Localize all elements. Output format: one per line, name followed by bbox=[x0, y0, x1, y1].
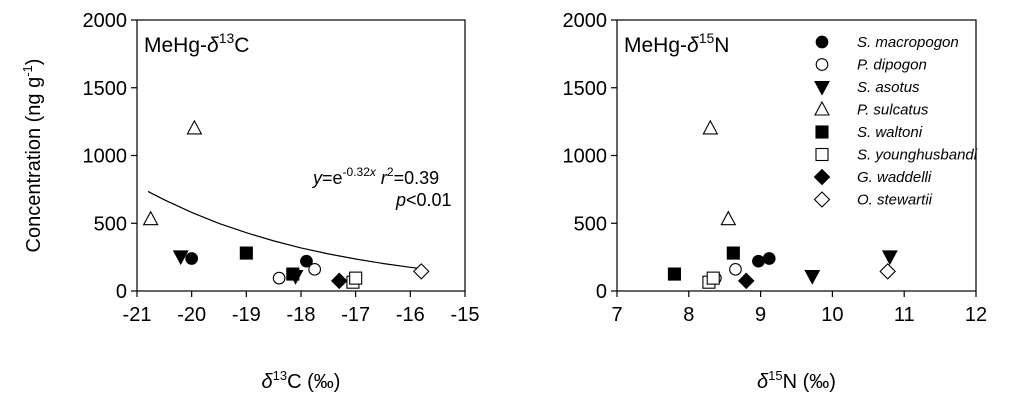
x-tick-label: 11 bbox=[894, 304, 915, 326]
data-point-triangle-up-open bbox=[142, 210, 159, 226]
legend-label: O. stewartii bbox=[857, 192, 933, 209]
legend-label: S. macropogon bbox=[857, 34, 959, 51]
x-tick-label: -16 bbox=[396, 304, 425, 326]
legend: S. macropogon P. dipogon S. asotus P. sulca… bbox=[813, 34, 978, 209]
data-point-circle-filled bbox=[300, 254, 313, 268]
x-tick-label: -18 bbox=[287, 304, 316, 326]
fit-curve bbox=[147, 190, 422, 270]
legend-marker bbox=[814, 80, 830, 96]
data-point-triangle-down-filled bbox=[172, 250, 189, 266]
legend-label: P. sulcatus bbox=[857, 102, 929, 119]
data-point-square-open bbox=[706, 271, 720, 285]
legend-marker bbox=[815, 125, 829, 139]
x-tick-label: 7 bbox=[611, 304, 622, 326]
y-tick-label: 1500 bbox=[563, 78, 608, 100]
data-point-square-filled bbox=[726, 246, 740, 260]
x-tick-label: 10 bbox=[821, 304, 843, 326]
x-tick-label: -20 bbox=[177, 304, 206, 326]
y-tick-label: 1000 bbox=[563, 146, 608, 168]
data-point-circle-open bbox=[308, 262, 322, 276]
y-tick-label: 1500 bbox=[83, 78, 128, 100]
x-tick-label: 12 bbox=[965, 304, 987, 326]
data-point-circle-open bbox=[272, 271, 286, 285]
regression-equation: y=e-0.32x r2=0.39 bbox=[311, 165, 439, 188]
y-tick-label: 500 bbox=[94, 213, 127, 235]
x-tick-label: 9 bbox=[755, 304, 766, 326]
panel-label: MeHg-δ13C bbox=[144, 30, 249, 57]
x-tick-label: -15 bbox=[451, 304, 480, 326]
panel-label: MeHg-δ15N bbox=[624, 30, 729, 57]
x-axis-label: δ13C (‰) bbox=[262, 368, 341, 393]
data-point-diamond-filled bbox=[330, 272, 348, 290]
x-tick-label: -21 bbox=[123, 304, 152, 326]
y-tick-label: 2000 bbox=[563, 10, 608, 32]
x-tick-label: 8 bbox=[683, 304, 694, 326]
y-tick-label: 500 bbox=[574, 213, 607, 235]
legend-marker bbox=[815, 147, 829, 162]
x-axis-label: δ15N (‰) bbox=[757, 368, 836, 393]
data-point-diamond-open bbox=[412, 263, 430, 280]
data-point-square-filled bbox=[286, 267, 300, 281]
legend-marker bbox=[815, 58, 829, 71]
data-point-diamond-open bbox=[879, 263, 896, 280]
data-point-circle-open bbox=[729, 262, 742, 276]
y-tick-label: 0 bbox=[116, 281, 127, 303]
p-value: p<0.01 bbox=[395, 190, 452, 210]
data-point-square-filled bbox=[667, 267, 681, 281]
legend-label: P. dipogon bbox=[857, 57, 927, 74]
data-point-circle-filled bbox=[762, 252, 776, 265]
data-point-triangle-down-filled bbox=[881, 250, 898, 266]
x-tick-label: -19 bbox=[232, 304, 261, 326]
legend-label: S. asotus bbox=[857, 79, 920, 96]
chart-panel-2: 7 8 9 10 11 12 0 500 1000 1500 2000 δ15N (‰) MeHg-δ1… bbox=[563, 10, 988, 393]
x-tick-label: -17 bbox=[341, 304, 370, 326]
legend-marker bbox=[815, 35, 829, 49]
data-point-triangle-up-open bbox=[186, 119, 203, 135]
data-point-circle-filled bbox=[185, 252, 199, 265]
plot-frame bbox=[136, 19, 466, 292]
y-tick-label: 1000 bbox=[83, 146, 128, 168]
legend-label: S. waltoni bbox=[857, 124, 923, 141]
data-point-square-open bbox=[349, 271, 363, 285]
data-point-circle-filled bbox=[752, 254, 765, 268]
data-point-square-filled bbox=[239, 246, 253, 260]
data-point-triangle-down-filled bbox=[804, 270, 821, 285]
legend-label: G. waddelli bbox=[857, 169, 932, 186]
y-tick-label: 2000 bbox=[83, 10, 128, 32]
data-point-triangle-up-open bbox=[702, 119, 719, 135]
y-axis-label: Concentration (ng g-1) bbox=[20, 59, 45, 253]
legend-marker bbox=[813, 191, 831, 208]
data-point-triangle-up-open bbox=[720, 210, 737, 226]
y-tick-label: 0 bbox=[596, 281, 607, 303]
chart-panel-1: -21 -20 -19 -18 -17 -16 -15 0 500 1000 1500 2000 δ13… bbox=[20, 10, 479, 393]
legend-marker bbox=[814, 100, 830, 116]
legend-marker bbox=[813, 168, 831, 186]
data-point-diamond-filled bbox=[737, 272, 755, 290]
legend-label: S. younghusbandi bbox=[857, 147, 978, 164]
